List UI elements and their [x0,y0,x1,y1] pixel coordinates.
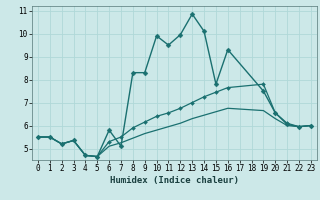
X-axis label: Humidex (Indice chaleur): Humidex (Indice chaleur) [110,176,239,185]
